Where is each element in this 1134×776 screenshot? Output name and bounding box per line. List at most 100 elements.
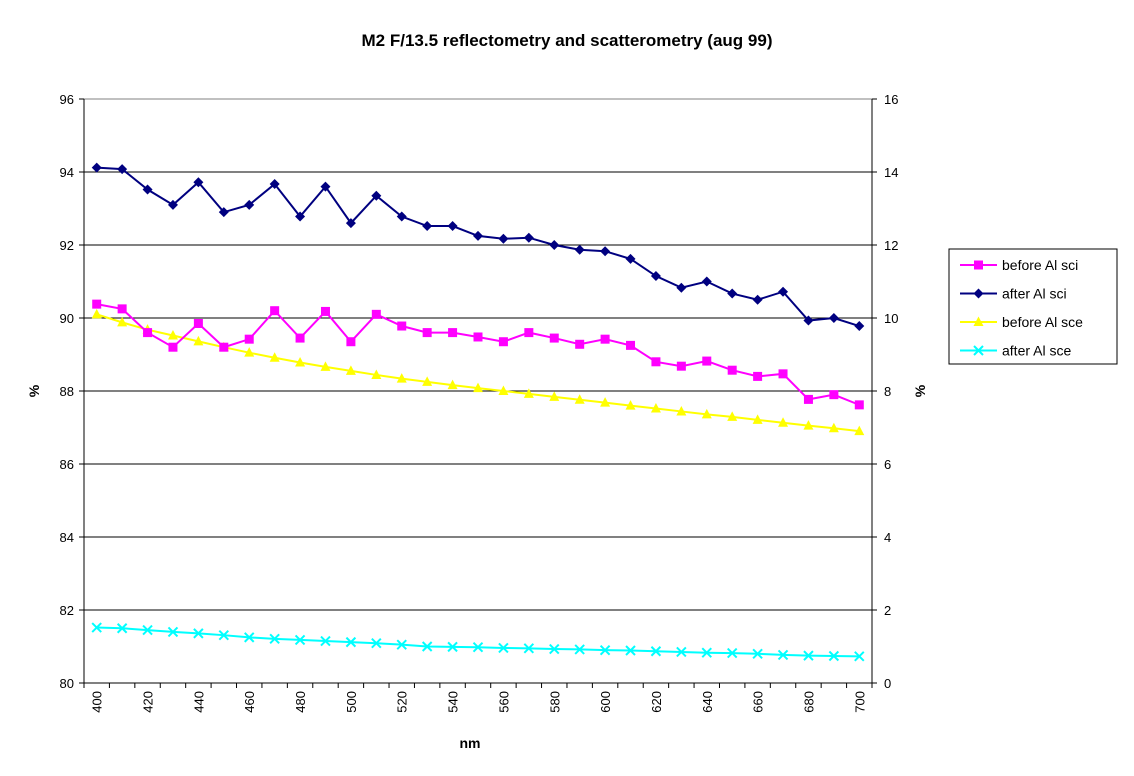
series-line [96,166,860,327]
chart-title: M2 F/13.5 reflectometry and scatterometr… [362,31,773,50]
data-point [498,337,508,347]
y2-tick-label: 10 [884,311,898,326]
y2-tick-label: 12 [884,238,898,253]
data-point [626,340,636,350]
data-point [676,361,686,371]
series-after-al-sce [91,622,865,662]
data-point [345,636,357,648]
y-tick-label: 88 [60,384,74,399]
data-point [371,190,382,201]
data-point [92,299,102,309]
data-point [396,373,407,383]
data-point [726,647,738,659]
series-layer [91,162,865,662]
data-point [244,334,254,344]
legend-label: before Al sce [1002,314,1083,330]
data-point [676,282,687,293]
data-point [498,385,509,395]
x-tick-label: 460 [242,691,257,713]
x-axis-label: nm [460,735,481,751]
legend-label: after Al sce [1002,343,1071,359]
data-point [422,221,433,232]
x-tick-label: 660 [751,691,766,713]
data-point [727,365,737,375]
legend-marker [973,288,984,299]
data-point [854,651,865,662]
y2-tick-label: 2 [884,603,891,618]
legend-item: before Al sci [960,257,1078,273]
y2-tick-label: 0 [884,676,891,691]
data-point [447,641,458,653]
data-point [295,357,306,367]
series-before-al-sci [92,299,864,410]
data-point [752,414,763,424]
data-point [269,179,280,190]
legend-label: before Al sci [1002,257,1078,273]
data-point [117,304,127,314]
data-point [650,403,661,413]
data-point [702,356,712,366]
data-point [752,294,763,305]
y-tick-label: 94 [60,165,74,180]
y2-axis-label: % [912,384,928,397]
y2-tick-label: 16 [884,92,898,107]
data-point [116,623,128,634]
data-point [549,240,560,250]
data-point [828,650,840,662]
data-point [269,352,280,362]
data-point [473,382,483,393]
data-point [244,347,255,357]
legend-item: before Al sce [960,314,1083,330]
legend-item: after Al sci [960,286,1067,302]
y-tick-label: 86 [60,457,74,472]
y-tick-label: 90 [60,311,74,326]
data-point [168,342,178,352]
data-point [193,628,204,639]
x-tick-label: 480 [293,691,308,713]
data-point [676,646,687,658]
data-point [473,332,483,342]
x-tick-label: 580 [547,691,562,713]
data-point [346,337,356,347]
data-point [549,391,560,401]
x-tick-label: 400 [90,691,105,713]
x-tick-label: 500 [344,691,359,713]
data-point [117,316,128,327]
data-point [676,405,687,416]
data-point [244,199,255,210]
data-point [218,207,229,218]
y-tick-label: 80 [60,676,74,691]
legend-label: after Al sci [1002,286,1067,302]
data-point [625,400,636,410]
data-point [219,342,229,352]
y-tick-label: 84 [60,530,74,545]
data-point [854,321,865,332]
data-point [421,641,433,652]
data-point [701,408,712,419]
data-point [448,328,458,338]
x-tick-label: 420 [141,691,156,713]
data-point [575,339,585,349]
data-point [574,394,585,404]
x-tick-label: 700 [852,691,867,713]
y-axis-label: % [26,384,42,397]
data-point [396,211,407,222]
data-point [345,218,356,229]
data-point [828,422,839,433]
data-point [396,639,407,650]
data-point [778,286,789,297]
x-tick-label: 540 [446,691,461,713]
data-point [701,276,712,287]
data-point [117,164,128,175]
data-point [269,633,280,645]
data-point [600,397,611,407]
data-point [142,184,153,195]
data-point [371,369,382,379]
data-point [600,334,610,344]
data-point [91,162,102,173]
data-point [422,376,433,386]
data-point [650,271,661,282]
data-point [803,650,814,661]
data-point [829,390,839,400]
data-point [625,645,636,656]
